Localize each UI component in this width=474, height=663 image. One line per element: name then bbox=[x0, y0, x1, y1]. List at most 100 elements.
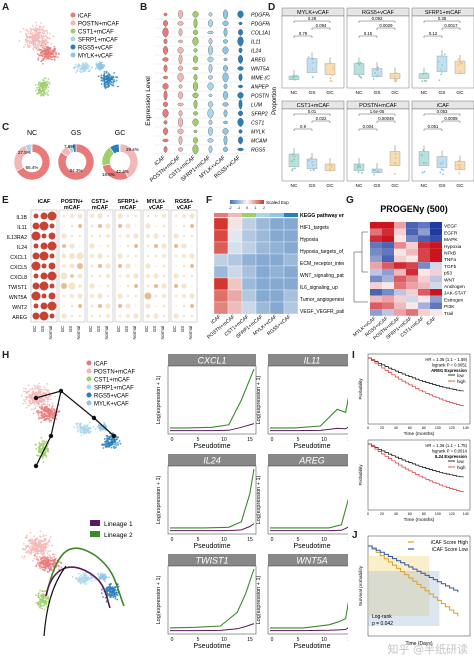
umap-point bbox=[41, 87, 44, 89]
dot-mark bbox=[98, 274, 102, 278]
dot-mark bbox=[134, 254, 138, 258]
box-point bbox=[458, 61, 461, 64]
pseudo-frame bbox=[167, 365, 257, 435]
heat-row-label: IL6_signaling_up bbox=[300, 285, 338, 291]
umap-point bbox=[33, 544, 36, 547]
umap-point bbox=[37, 83, 40, 85]
umap-point bbox=[34, 89, 37, 92]
umap-point bbox=[42, 88, 45, 91]
pvalue-label: 0.00049 bbox=[378, 116, 394, 121]
trajectory-node bbox=[111, 433, 117, 439]
umap-point bbox=[23, 400, 26, 403]
umap-point bbox=[115, 444, 118, 446]
box bbox=[436, 55, 448, 72]
box-point bbox=[325, 63, 327, 66]
umap-point bbox=[34, 387, 37, 390]
heat-annotation bbox=[270, 213, 284, 217]
dot-mark bbox=[61, 253, 67, 259]
umap-point bbox=[52, 414, 54, 417]
heat-cell bbox=[241, 265, 257, 279]
umap-point bbox=[47, 443, 50, 445]
heat-cell bbox=[283, 265, 299, 279]
umap-point bbox=[34, 31, 36, 34]
umap-point bbox=[25, 38, 28, 41]
dot-mark bbox=[118, 264, 122, 268]
dot-gene-label: CXCL5 bbox=[10, 265, 27, 271]
umap-point bbox=[37, 603, 39, 606]
umap-point bbox=[34, 404, 37, 406]
heat-cell bbox=[255, 301, 271, 315]
dot-group-label: CST1+ bbox=[91, 199, 108, 205]
umap-point bbox=[33, 535, 35, 538]
dot-mark bbox=[173, 233, 179, 239]
violin-mark bbox=[193, 18, 198, 29]
umap-point bbox=[37, 49, 39, 52]
umap-point bbox=[44, 549, 47, 552]
box-point bbox=[393, 75, 396, 78]
progeny-row-label: TNFa bbox=[444, 257, 456, 263]
umap-point bbox=[79, 582, 82, 585]
umap-point bbox=[101, 80, 104, 82]
umap-point bbox=[32, 390, 35, 392]
dot-x-label: GS bbox=[68, 326, 73, 332]
progeny-cell bbox=[406, 242, 418, 249]
umap-point bbox=[42, 84, 45, 87]
umap-point bbox=[46, 606, 48, 608]
progeny-cell bbox=[394, 262, 406, 269]
dot-gene-label: IL11 bbox=[17, 225, 27, 231]
umap-point bbox=[105, 75, 108, 78]
dot-mark bbox=[47, 301, 57, 311]
dot-gene-label: WNT5A bbox=[9, 295, 28, 301]
violin-mark bbox=[207, 82, 214, 91]
violin-mark bbox=[162, 83, 169, 90]
umap-point bbox=[88, 66, 90, 69]
panel-h-label: H bbox=[2, 350, 10, 361]
boxplot-title: POSTN+mCAF bbox=[359, 103, 397, 109]
pseudo-x-tick: 10 bbox=[321, 637, 327, 643]
boxplot-x-label: GC bbox=[456, 90, 464, 96]
dot-mark bbox=[48, 292, 56, 300]
heat-cell bbox=[255, 289, 271, 303]
violin-mark bbox=[192, 37, 199, 46]
heat-cell bbox=[213, 265, 229, 279]
dot-mark bbox=[125, 223, 131, 229]
pseudo-x-tick: 15 bbox=[347, 537, 348, 543]
umap-point bbox=[103, 85, 106, 88]
dot-mark bbox=[98, 234, 102, 238]
umap-point bbox=[51, 557, 53, 559]
dot-mark bbox=[162, 294, 166, 298]
box-point bbox=[457, 64, 460, 66]
umap-point bbox=[44, 602, 46, 605]
umap-point bbox=[43, 36, 46, 38]
umap-point bbox=[42, 540, 45, 542]
umap-point bbox=[80, 434, 83, 437]
km-x-tick: 60 bbox=[408, 512, 412, 516]
umap-point bbox=[38, 44, 41, 47]
progeny-cell bbox=[418, 235, 430, 243]
surv-xlabel: Time (Days) bbox=[405, 641, 432, 647]
pseudo-lineage-2 bbox=[170, 368, 255, 429]
umap-point bbox=[38, 395, 40, 397]
umap-point bbox=[75, 422, 77, 425]
dot-mark bbox=[144, 292, 152, 300]
panel-c-donuts: NC GS GC 66.4% 27.5% 84.3% 7.8% 42.4% 29… bbox=[13, 130, 139, 181]
umap-point bbox=[40, 417, 43, 420]
km-legend: low bbox=[457, 373, 465, 378]
umap-point bbox=[25, 398, 27, 401]
umap-point bbox=[41, 396, 43, 399]
umap-point bbox=[112, 432, 114, 435]
progeny-cell bbox=[394, 268, 406, 276]
progeny-cell bbox=[370, 248, 382, 256]
box-point bbox=[442, 169, 444, 171]
umap-point bbox=[42, 415, 45, 418]
legend-label: SFRP1+mCAF bbox=[94, 386, 134, 392]
umap-point bbox=[40, 82, 43, 85]
umap-point bbox=[42, 559, 45, 562]
heat-cell bbox=[227, 289, 243, 303]
heat-cell bbox=[255, 241, 271, 255]
umap-point bbox=[76, 69, 79, 71]
umap-point bbox=[42, 554, 45, 556]
violin-gene-label: COL1A1 bbox=[251, 31, 270, 37]
umap-point bbox=[51, 410, 53, 413]
umap-point bbox=[44, 410, 46, 413]
